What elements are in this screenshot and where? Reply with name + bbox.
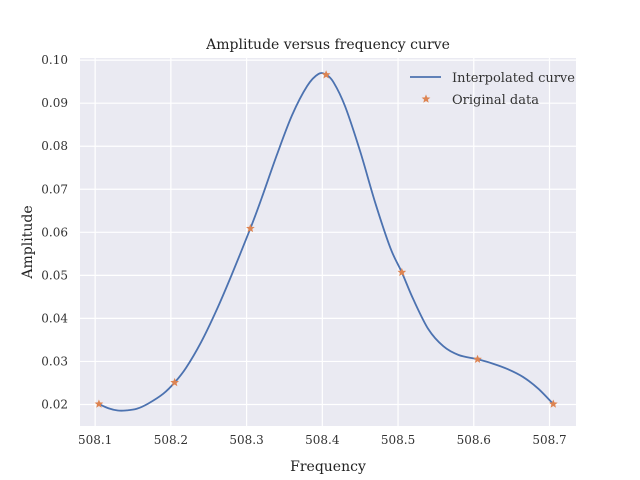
y-tick-label: 0.05: [41, 268, 68, 282]
interpolated-curve-line: [98, 72, 554, 412]
y-tick-label: 0.07: [41, 182, 68, 196]
original-data-point: [246, 223, 255, 233]
legend-label-original: Original data: [452, 93, 539, 108]
x-tick-label: 508.6: [457, 433, 491, 447]
legend-star-swatch: [421, 94, 431, 103]
original-data-point: [473, 354, 482, 364]
original-data-point: [170, 377, 180, 387]
y-axis-label: Amplitude: [20, 205, 36, 279]
curve-layer: [98, 72, 554, 412]
original-data-point: [548, 399, 558, 408]
y-ticks: 0.02 0.03 0.04 0.05 0.06 0.07 0.08 0.09 0.10: [41, 53, 68, 411]
y-tick-label: 0.03: [41, 354, 68, 368]
y-tick-label: 0.08: [41, 139, 68, 153]
x-tick-label: 508.2: [154, 433, 188, 447]
y-tick-label: 0.09: [41, 96, 68, 110]
x-axis-label: Frequency: [290, 459, 366, 475]
original-data-point: [94, 399, 104, 408]
x-tick-label: 508.3: [229, 433, 263, 447]
chart-title: Amplitude versus frequency curve: [205, 37, 450, 53]
plot-area: [80, 58, 576, 426]
y-tick-label: 0.02: [41, 397, 68, 411]
x-tick-label: 508.1: [78, 433, 112, 447]
x-tick-label: 508.4: [305, 433, 340, 447]
grid: [80, 58, 576, 426]
y-tick-label: 0.04: [41, 311, 68, 325]
legend: Interpolated curve Original data: [410, 71, 575, 108]
x-tick-label: 508.7: [532, 433, 566, 447]
y-tick-label: 0.10: [41, 53, 68, 67]
y-tick-label: 0.06: [41, 225, 68, 239]
x-ticks: 508.1 508.2 508.3 508.4 508.5 508.6 508.7: [78, 433, 567, 447]
original-data-point: [397, 267, 407, 277]
points-layer: [94, 70, 558, 408]
original-data-point: [321, 70, 331, 79]
x-tick-label: 508.5: [381, 433, 415, 447]
legend-label-interpolated: Interpolated curve: [452, 71, 575, 86]
